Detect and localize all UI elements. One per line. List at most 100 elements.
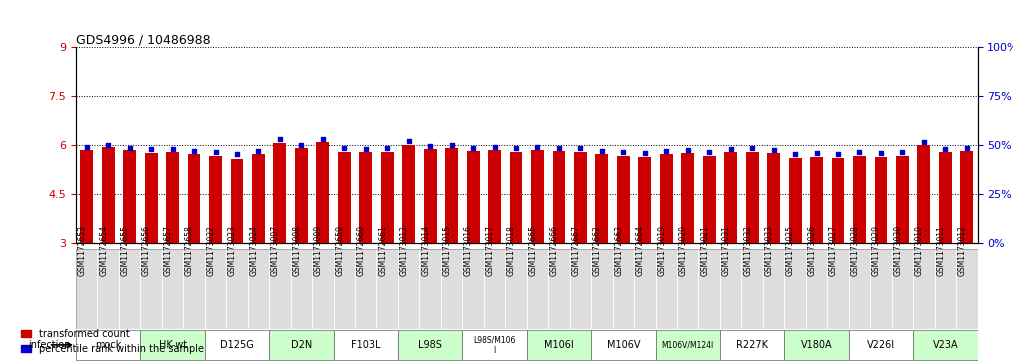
- Point: [508, 146, 524, 151]
- Point: [208, 150, 224, 155]
- Bar: [187, 154, 201, 243]
- Text: GSM1173024: GSM1173024: [249, 225, 258, 276]
- Bar: [145, 153, 158, 243]
- Bar: [333, 249, 355, 329]
- Text: GSM1173007: GSM1173007: [270, 225, 280, 276]
- Bar: [183, 249, 205, 329]
- Bar: [784, 249, 805, 329]
- Bar: [634, 249, 655, 329]
- Point: [637, 150, 653, 156]
- Text: GSM1172659: GSM1172659: [335, 225, 344, 276]
- Text: V180A: V180A: [800, 340, 833, 350]
- Text: GSM1172661: GSM1172661: [378, 225, 387, 276]
- Bar: [574, 152, 587, 243]
- Bar: [124, 150, 136, 243]
- Text: GSM1173025: GSM1173025: [786, 225, 795, 276]
- Text: GSM1173018: GSM1173018: [508, 225, 516, 276]
- Bar: [874, 157, 887, 243]
- Bar: [592, 330, 655, 359]
- Point: [808, 150, 825, 156]
- Bar: [205, 249, 226, 329]
- Text: GSM1173013: GSM1173013: [400, 225, 408, 276]
- Text: GSM1172662: GSM1172662: [593, 225, 602, 276]
- Text: GSM1173010: GSM1173010: [915, 225, 924, 276]
- Text: GSM1173014: GSM1173014: [421, 225, 431, 276]
- Bar: [853, 156, 866, 243]
- Bar: [119, 249, 141, 329]
- Bar: [638, 157, 651, 243]
- Bar: [488, 150, 501, 243]
- Bar: [101, 147, 114, 243]
- Bar: [484, 249, 505, 329]
- Text: R227K: R227K: [736, 340, 768, 350]
- Point: [271, 136, 288, 142]
- Text: GSM1172665: GSM1172665: [529, 225, 538, 276]
- Bar: [209, 156, 222, 243]
- Text: GSM1173023: GSM1173023: [228, 225, 237, 276]
- Point: [551, 145, 567, 151]
- Bar: [746, 152, 759, 243]
- Point: [358, 146, 374, 152]
- Point: [851, 150, 867, 155]
- Text: GDS4996 / 10486988: GDS4996 / 10486988: [76, 33, 211, 46]
- Text: GSM1173031: GSM1173031: [721, 225, 730, 276]
- Bar: [531, 150, 544, 243]
- Point: [379, 146, 395, 151]
- Text: GSM1173026: GSM1173026: [807, 225, 816, 276]
- Point: [594, 148, 610, 154]
- Bar: [784, 330, 849, 359]
- Bar: [462, 330, 527, 359]
- Bar: [870, 249, 891, 329]
- Bar: [141, 330, 205, 359]
- Point: [229, 151, 245, 157]
- Text: GSM1173015: GSM1173015: [443, 225, 452, 276]
- Bar: [333, 330, 398, 359]
- Bar: [295, 148, 308, 243]
- Text: infection: infection: [28, 340, 71, 350]
- Point: [122, 145, 138, 151]
- Bar: [360, 152, 372, 243]
- Bar: [891, 249, 913, 329]
- Bar: [398, 249, 419, 329]
- Text: GSM1173030: GSM1173030: [893, 225, 903, 276]
- Bar: [548, 249, 569, 329]
- Point: [486, 144, 502, 150]
- Point: [572, 146, 589, 151]
- Bar: [939, 152, 952, 243]
- Text: GSM1173011: GSM1173011: [936, 225, 945, 276]
- Bar: [596, 154, 609, 243]
- Point: [680, 147, 696, 153]
- Bar: [960, 151, 973, 243]
- Bar: [724, 152, 737, 243]
- Bar: [312, 249, 333, 329]
- Point: [422, 143, 439, 149]
- Bar: [895, 156, 909, 243]
- Point: [615, 150, 631, 155]
- Text: GSM1172667: GSM1172667: [571, 225, 580, 276]
- Bar: [935, 249, 956, 329]
- Text: GSM1173020: GSM1173020: [679, 225, 688, 276]
- Bar: [703, 156, 715, 243]
- Point: [894, 150, 911, 155]
- Bar: [913, 330, 978, 359]
- Bar: [291, 249, 312, 329]
- Bar: [269, 249, 291, 329]
- Bar: [655, 249, 677, 329]
- Point: [315, 136, 331, 142]
- Text: GSM1173032: GSM1173032: [744, 225, 752, 276]
- Bar: [505, 249, 527, 329]
- Bar: [828, 249, 849, 329]
- Bar: [226, 249, 248, 329]
- Point: [701, 150, 717, 155]
- Point: [830, 151, 846, 157]
- Point: [530, 144, 546, 150]
- Text: GSM1173008: GSM1173008: [293, 225, 302, 276]
- Point: [100, 142, 116, 148]
- Point: [722, 146, 738, 152]
- Point: [658, 148, 675, 154]
- Text: GSM1173017: GSM1173017: [485, 225, 494, 276]
- Point: [444, 142, 460, 148]
- Bar: [398, 330, 462, 359]
- Text: HK-wt: HK-wt: [158, 340, 186, 350]
- Bar: [381, 152, 394, 243]
